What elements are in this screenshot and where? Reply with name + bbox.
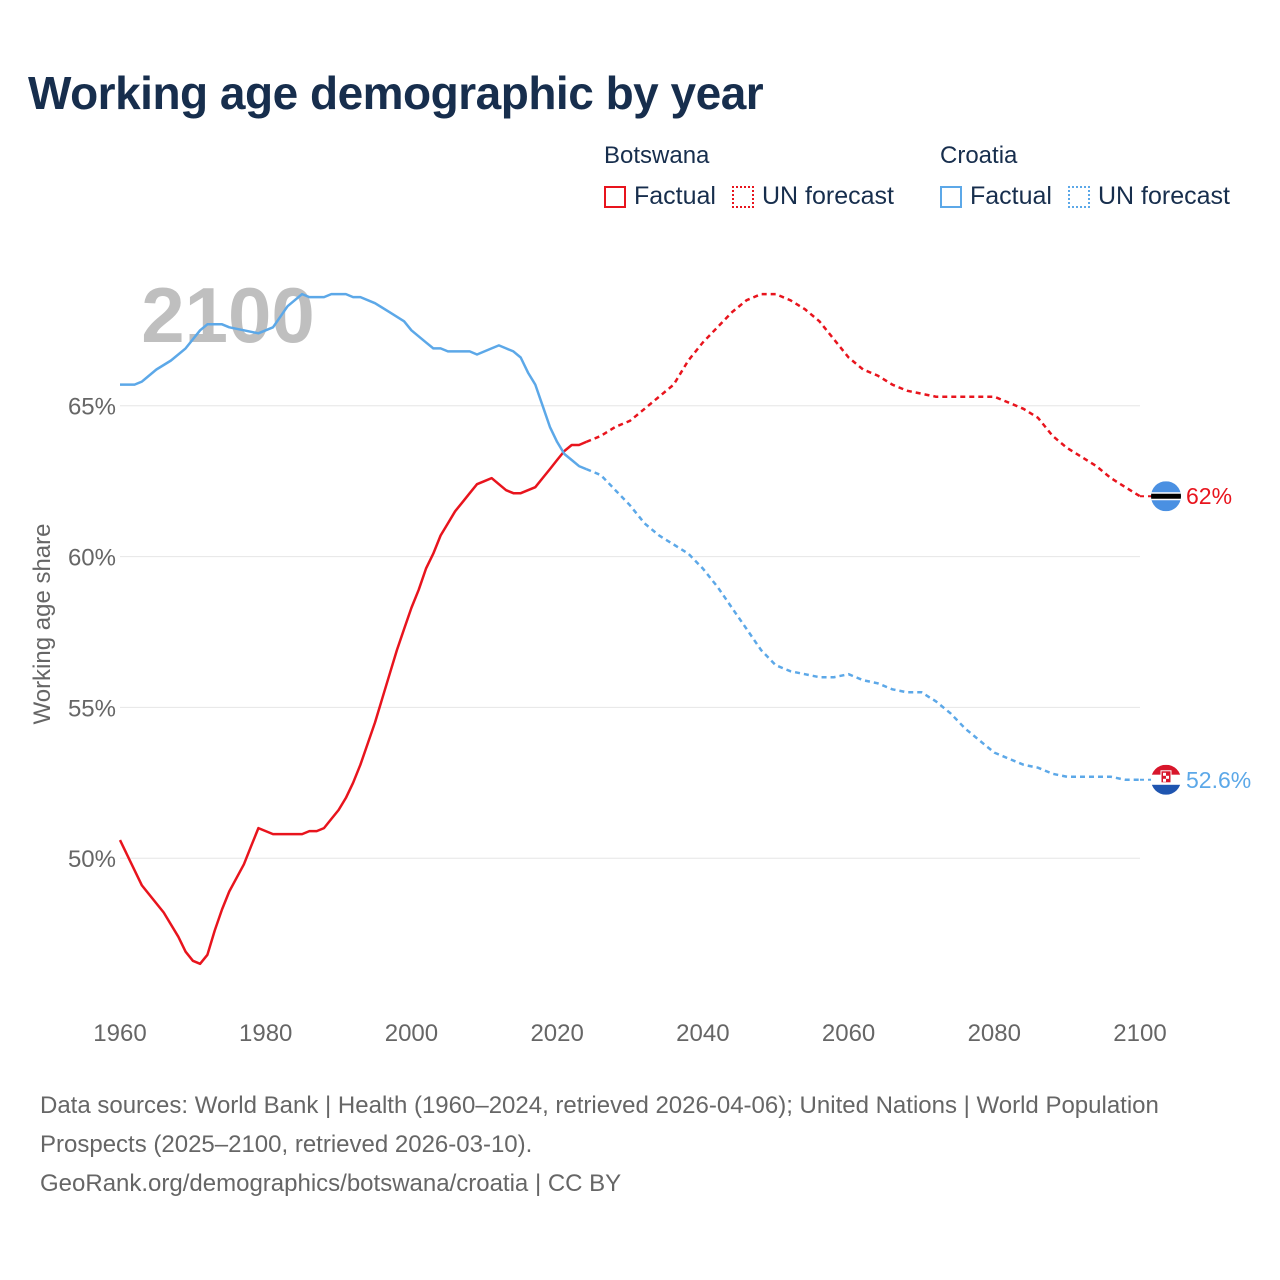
y-tick-label: 50% xyxy=(68,846,116,873)
x-tick-label: 2000 xyxy=(385,1020,438,1047)
flag-botswana-icon xyxy=(1151,481,1181,512)
y-tick-label: 65% xyxy=(68,394,116,421)
footer: Data sources: World Bank | Health (1960–… xyxy=(40,1086,1200,1203)
x-tick-label: 1980 xyxy=(239,1020,292,1047)
y-tick-label: 60% xyxy=(68,545,116,572)
x-tick-label: 2100 xyxy=(1113,1020,1166,1047)
series-line-botswana-forecast[interactable] xyxy=(585,292,1141,498)
legend-label-factual: Factual xyxy=(634,182,716,210)
legend-item-botswana-forecast[interactable]: UN forecast xyxy=(731,182,894,211)
series-line-botswana-factual[interactable] xyxy=(118,440,587,966)
year-watermark: 2100 xyxy=(141,271,315,359)
legend-item-croatia-forecast[interactable]: UN forecast xyxy=(1067,182,1230,211)
end-value-label-botswana: 62% xyxy=(1186,483,1232,509)
flag-croatia-icon xyxy=(1151,764,1181,795)
data-sources: Data sources: World Bank | Health (1960–… xyxy=(40,1092,1159,1158)
legend-group-croatia: Croatia Factual UN forecast xyxy=(940,142,1246,211)
legend-label-factual: Factual xyxy=(970,182,1052,210)
x-tick-label: 2020 xyxy=(530,1020,583,1047)
legend-country-croatia: Croatia xyxy=(940,142,1018,169)
x-tick-label: 2080 xyxy=(968,1020,1021,1047)
legend-label-forecast: UN forecast xyxy=(1097,182,1230,210)
y-tick-label: 55% xyxy=(68,695,116,722)
x-tick-label: 1960 xyxy=(93,1020,146,1047)
x-tick-label: 2040 xyxy=(676,1020,729,1047)
series-line-croatia-factual[interactable] xyxy=(120,292,587,471)
legend-swatch-solid xyxy=(940,185,962,208)
legend-group-botswana: Botswana Factual UN forecast xyxy=(604,142,910,211)
series-line-croatia-forecast[interactable] xyxy=(585,467,1140,782)
legend-label-forecast: UN forecast xyxy=(761,182,894,210)
legend-swatch-dotted xyxy=(1067,185,1090,208)
legend-swatch-dotted xyxy=(731,185,754,208)
legend-country-botswana: Botswana xyxy=(604,142,710,169)
attribution-link[interactable]: GeoRank.org/demographics/botswana/croati… xyxy=(40,1170,622,1197)
chart-title: Working age demographic by year xyxy=(28,67,764,119)
legend-item-croatia-factual[interactable]: Factual xyxy=(940,182,1052,211)
legend-swatch-solid xyxy=(604,185,626,208)
x-tick-label: 2060 xyxy=(822,1020,875,1047)
legend-item-botswana-factual[interactable]: Factual xyxy=(604,182,716,211)
end-value-label-croatia: 52.6% xyxy=(1186,767,1251,793)
y-axis-label: Working age share xyxy=(29,524,56,725)
